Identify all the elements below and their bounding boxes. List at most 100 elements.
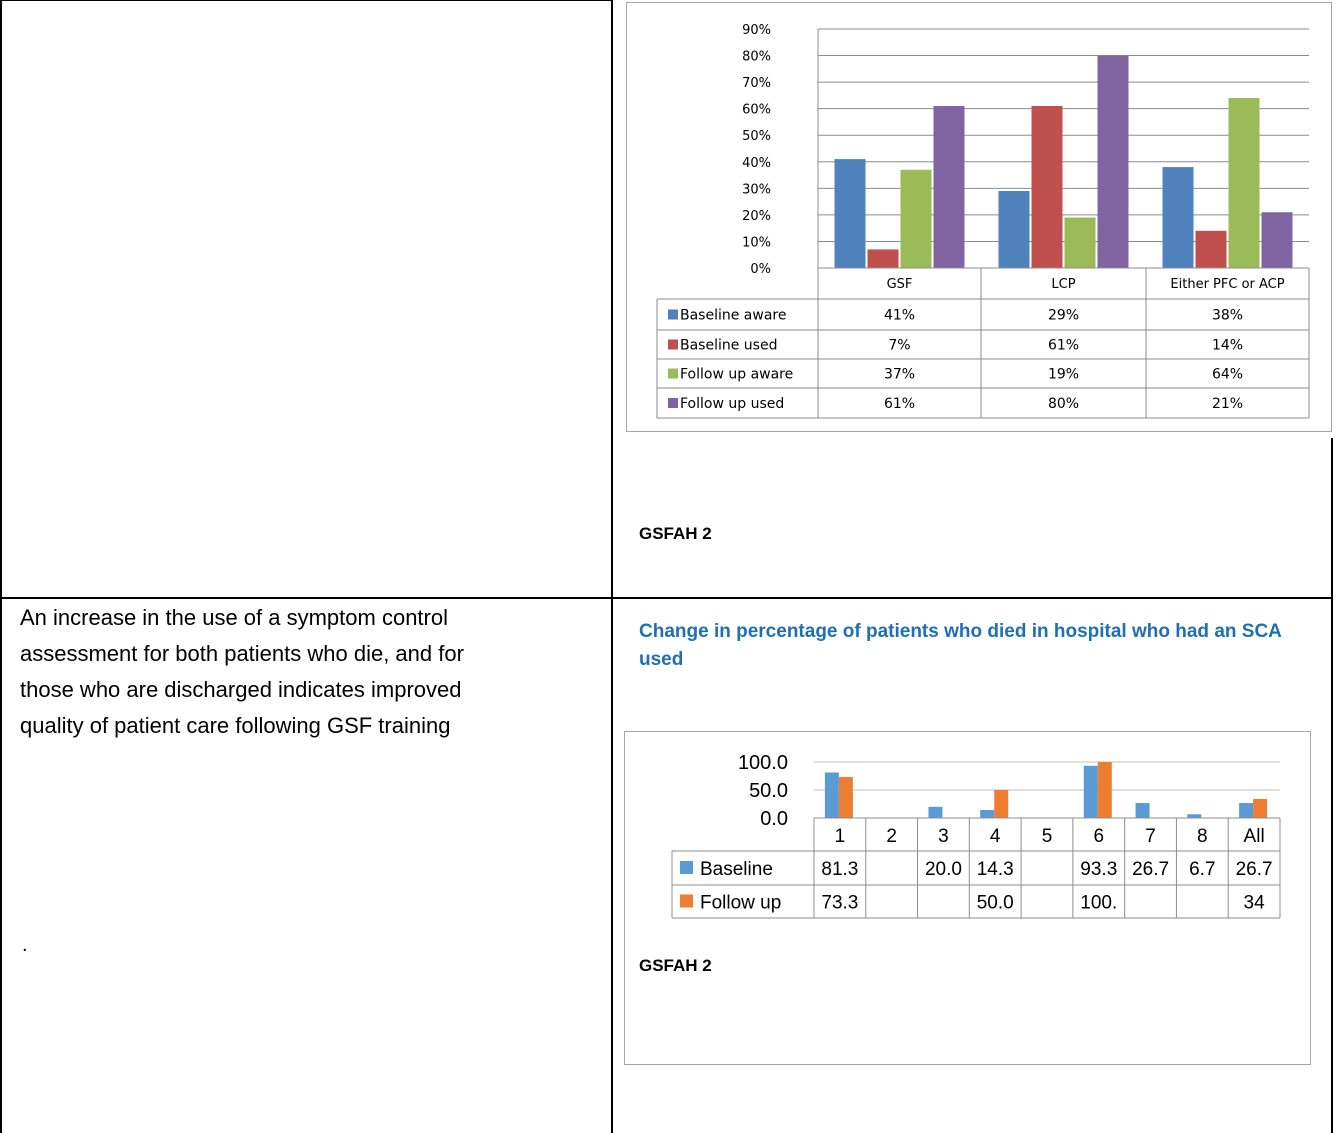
y-tick-label: 50% bbox=[742, 129, 771, 144]
data-label: 26.7 bbox=[1236, 859, 1273, 880]
data-label: 20.0 bbox=[925, 859, 962, 880]
y-tick-label: 0% bbox=[750, 262, 771, 277]
bar bbox=[1195, 230, 1227, 268]
legend-label: Follow up used bbox=[680, 396, 784, 412]
data-label: 34 bbox=[1244, 893, 1266, 914]
y-tick-label: 40% bbox=[742, 156, 771, 171]
y-tick-label: 50.0 bbox=[749, 780, 788, 802]
x-tick-label: GSF bbox=[887, 277, 913, 292]
data-label: 14% bbox=[1212, 338, 1243, 354]
data-label: 93.3 bbox=[1080, 859, 1117, 880]
table-border-right bbox=[1331, 438, 1333, 1133]
x-tick-label: All bbox=[1244, 826, 1265, 847]
legend-label: Follow up aware bbox=[680, 367, 793, 383]
text-line: assessment for both patients who die, an… bbox=[20, 641, 464, 666]
data-label: 61% bbox=[884, 396, 915, 412]
x-tick-label: 8 bbox=[1197, 826, 1208, 847]
data-label: 64% bbox=[1212, 367, 1243, 383]
legend-label: Baseline used bbox=[680, 338, 777, 354]
bar bbox=[1187, 814, 1202, 818]
bar bbox=[1031, 106, 1063, 268]
bar bbox=[1135, 803, 1150, 818]
legend-swatch bbox=[680, 894, 693, 908]
legend-label: Baseline bbox=[700, 859, 773, 880]
data-label: 61% bbox=[1048, 338, 1079, 354]
bar bbox=[1239, 803, 1254, 818]
bar bbox=[834, 159, 866, 268]
y-tick-label: 90% bbox=[742, 23, 771, 38]
y-tick-label: 70% bbox=[742, 76, 771, 91]
table-row-divider bbox=[0, 597, 1333, 599]
table-border-top bbox=[0, 0, 612, 1]
legend-label: Follow up bbox=[700, 893, 781, 914]
data-label: 81.3 bbox=[821, 859, 858, 880]
bar bbox=[1228, 98, 1260, 269]
data-label: 7% bbox=[888, 338, 910, 354]
y-tick-label: 0.0 bbox=[760, 808, 788, 830]
legend-swatch bbox=[668, 309, 678, 320]
legend-swatch bbox=[668, 398, 678, 408]
bar bbox=[980, 809, 995, 818]
y-tick-label: 30% bbox=[742, 182, 771, 197]
bar bbox=[994, 790, 1009, 818]
bar bbox=[933, 106, 965, 268]
y-tick-label: 80% bbox=[742, 50, 771, 65]
bar bbox=[998, 190, 1030, 268]
figure-label: GSFAH 2 bbox=[639, 956, 712, 975]
bar bbox=[928, 806, 943, 818]
data-label: 21% bbox=[1212, 396, 1243, 412]
x-tick-label: 1 bbox=[835, 826, 846, 847]
legend-label: Baseline aware bbox=[680, 308, 786, 324]
data-label: 100. bbox=[1080, 893, 1117, 914]
bar bbox=[1064, 217, 1096, 268]
text-line: An increase in the use of a symptom cont… bbox=[20, 605, 448, 630]
data-label: 50.0 bbox=[977, 893, 1014, 914]
table-border-left bbox=[0, 0, 2, 1133]
text-line: quality of patient care following GSF tr… bbox=[20, 713, 451, 738]
stray-dot: . bbox=[22, 934, 28, 956]
data-label: 41% bbox=[884, 308, 915, 324]
chart-frame bbox=[626, 2, 1332, 432]
bar bbox=[1162, 167, 1194, 268]
x-tick-label: 3 bbox=[938, 826, 949, 847]
y-tick-label: 100.0 bbox=[738, 752, 788, 774]
bar bbox=[824, 772, 839, 818]
figure-label: GSFAH 2 bbox=[639, 524, 712, 543]
text-line: those who are discharged indicates impro… bbox=[20, 677, 462, 702]
data-label: 14.3 bbox=[977, 859, 1014, 880]
y-tick-label: 20% bbox=[742, 209, 771, 224]
chart-title: Change in percentage of patients who die… bbox=[639, 621, 1282, 670]
data-label: 19% bbox=[1048, 367, 1079, 383]
table-column-divider bbox=[611, 0, 613, 1133]
bar bbox=[1083, 765, 1098, 818]
bar bbox=[1253, 798, 1268, 818]
data-label: 80% bbox=[1048, 396, 1079, 412]
x-tick-label: 5 bbox=[1042, 826, 1053, 847]
x-tick-label: Either PFC or ACP bbox=[1170, 277, 1284, 292]
bar bbox=[1261, 212, 1293, 268]
left-cell-text: An increase in the use of a symptom cont… bbox=[20, 600, 590, 744]
legend-swatch bbox=[668, 339, 678, 350]
x-tick-label: LCP bbox=[1051, 277, 1075, 292]
bar bbox=[900, 169, 932, 268]
y-tick-label: 10% bbox=[742, 235, 771, 250]
bar bbox=[1097, 762, 1112, 818]
chart-awareness-usage: 0% 10% 20% 30% 40% 50% 60% 70% 80% 90% GSF LCP Eith… bbox=[626, 2, 1332, 432]
bar bbox=[867, 249, 899, 268]
bar bbox=[838, 776, 853, 818]
x-tick-label: 7 bbox=[1145, 826, 1156, 847]
data-label: 26.7 bbox=[1132, 859, 1169, 880]
data-label: 73.3 bbox=[821, 893, 858, 914]
data-label: 37% bbox=[884, 367, 915, 383]
data-label: 38% bbox=[1212, 308, 1243, 324]
y-tick-label: 60% bbox=[742, 103, 771, 118]
data-label: 6.7 bbox=[1189, 859, 1215, 880]
x-tick-label: 4 bbox=[990, 826, 1001, 847]
legend-swatch bbox=[668, 368, 678, 379]
x-tick-label: 6 bbox=[1093, 826, 1104, 847]
chart-frame bbox=[624, 731, 1311, 1065]
data-label: 29% bbox=[1048, 308, 1079, 324]
legend-swatch bbox=[680, 861, 693, 874]
bar bbox=[1097, 55, 1129, 268]
